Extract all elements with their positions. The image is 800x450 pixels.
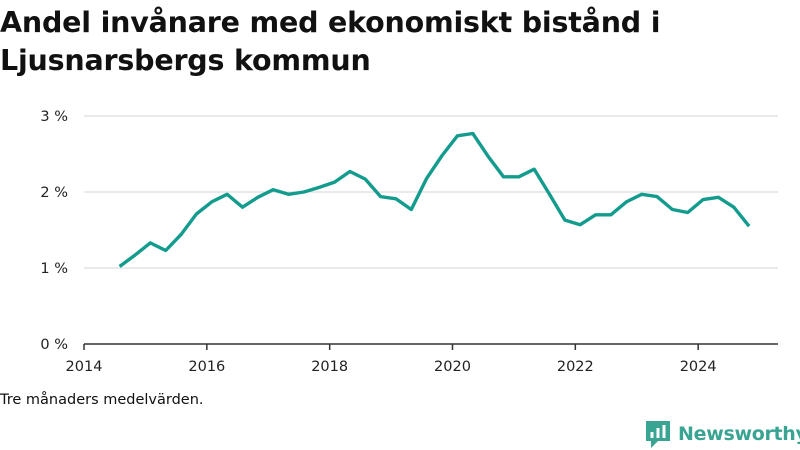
newsworthy-logo-icon <box>646 421 670 448</box>
series-line <box>118 131 751 268</box>
x-tick-label: 2024 <box>680 359 717 375</box>
x-tick-label: 2018 <box>311 359 348 375</box>
x-tick-label: 2022 <box>557 359 594 375</box>
brand-logo: Newsworthy <box>644 419 800 449</box>
y-axis-tick-labels: 0 % 1 % 2 % 3 % <box>40 109 68 353</box>
x-tick-label: 2014 <box>66 359 103 375</box>
x-tick-label: 2020 <box>434 359 471 375</box>
line-chart: 0 % 1 % 2 % 3 % 2014 2016 2018 2020 2022 2024 <box>40 109 778 375</box>
gridlines <box>84 115 778 269</box>
y-tick-label: 1 % <box>40 261 68 277</box>
brand-name: Newsworthy <box>678 423 800 445</box>
x-axis: 2014 2016 2018 2020 2022 2024 <box>66 343 778 375</box>
y-tick-label: 2 % <box>40 185 68 201</box>
series-lines <box>118 131 751 268</box>
y-tick-label: 3 % <box>40 109 68 125</box>
y-tick-label: 0 % <box>40 337 68 353</box>
chart-title: Andel invånare med ekonomiskt bistånd i … <box>0 6 661 77</box>
chart-note: Tre månaders medelvärden. <box>0 392 204 408</box>
x-tick-label: 2016 <box>188 359 225 375</box>
